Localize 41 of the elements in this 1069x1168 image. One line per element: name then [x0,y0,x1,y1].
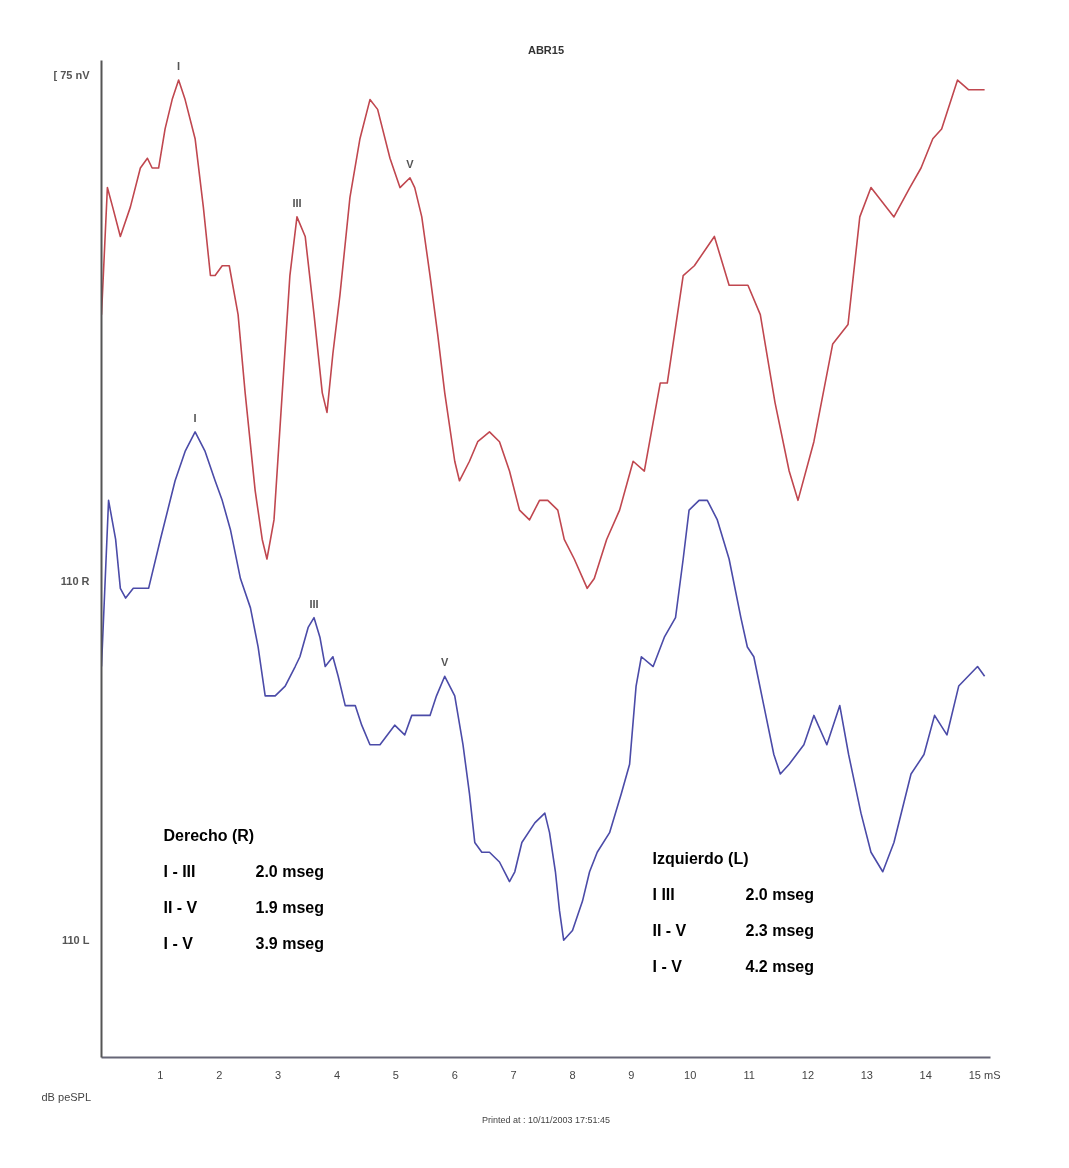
x-tick-label: 5 [392,1068,399,1081]
x-tick-label: 10 [684,1068,697,1081]
annotation: 2.3 mseg [745,922,814,939]
annotation: 2.0 mseg [745,886,814,903]
text: Printed at : 10/11/2003 17:51:45 [482,1114,610,1125]
annotation: I - III [163,863,196,880]
x-tick-label: 11 [743,1068,755,1081]
annotation: 2.0 mseg [255,863,324,880]
annotation: 3.9 mseg [255,935,324,952]
annotation: I III [652,886,675,903]
annotation: 4.2 mseg [745,958,814,975]
annotation: III [292,196,302,209]
x-tick-label: 6 [451,1068,458,1081]
annotation: II - V [652,922,687,939]
x-tick-label: 3 [275,1068,282,1081]
chart-title: ABR15 [527,43,565,56]
text: dB peSPL [41,1090,92,1103]
x-tick-label: 12 [801,1068,815,1081]
x-tick-label: 14 [919,1068,932,1081]
x-tick-label: 13 [860,1068,873,1081]
x-tick-label: 9 [628,1068,635,1081]
annotation: V [441,656,450,669]
text: 110 L [61,934,90,947]
annotation: I - V [163,935,194,952]
annotation: 1.9 mseg [255,899,324,916]
annotation: I [177,60,181,73]
annotation: II - V [163,899,198,916]
annotation: Derecho (R) [163,827,255,844]
annotation: Izquierdo (L) [652,850,749,867]
x-tick-label: 8 [569,1068,576,1081]
annotation: I [193,411,197,424]
x-tick-label: 15 mS [968,1068,1001,1081]
annotation: III [309,597,319,610]
text: 110 R [60,574,90,587]
x-tick-label: 2 [216,1068,223,1081]
text: [ 75 nV [53,69,91,82]
annotation: V [406,157,415,170]
x-tick-label: 4 [333,1068,341,1081]
x-tick-label: 7 [510,1068,517,1081]
x-tick-label: 1 [157,1068,164,1081]
annotation: I - V [652,958,683,975]
